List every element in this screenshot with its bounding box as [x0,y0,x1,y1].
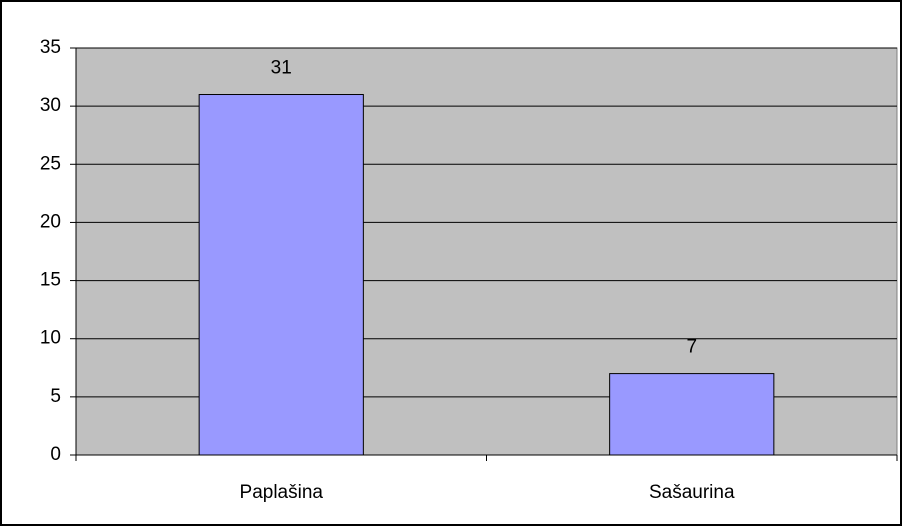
y-tick-label: 15 [40,270,61,291]
y-tick-label: 20 [40,211,61,232]
y-tick-label: 30 [40,95,61,116]
bar [198,94,364,456]
data-label: 7 [686,337,697,358]
data-label: 31 [271,58,292,79]
y-tick-label: 25 [40,153,61,174]
x-tick-label: Paplašina [240,482,324,503]
y-tick-label: 10 [40,328,61,349]
y-tick-label: 0 [50,444,61,465]
y-tick-label: 5 [50,386,61,407]
y-tick-label: 35 [40,37,61,58]
bar [609,373,775,456]
x-tick-label: Sašaurina [649,482,735,503]
